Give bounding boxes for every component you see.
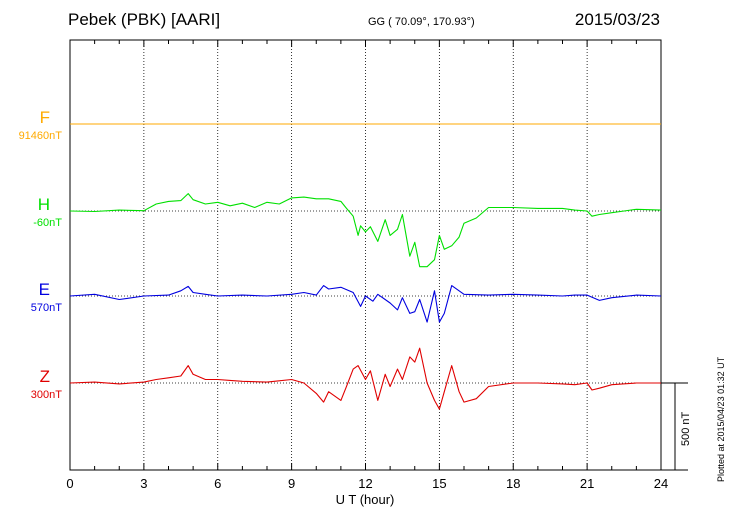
grid-layer bbox=[143, 40, 588, 470]
series-label-h: H bbox=[37, 195, 50, 214]
x-tick-label: 3 bbox=[140, 476, 148, 491]
x-tick-label: 21 bbox=[579, 476, 595, 491]
chart-date: 2015/03/23 bbox=[574, 10, 660, 29]
x-tick-label: 12 bbox=[358, 476, 373, 491]
plot-frame bbox=[69, 39, 662, 471]
series-baseline-value-z: 300nT bbox=[30, 389, 62, 401]
series-label-z: Z bbox=[39, 367, 50, 386]
series-baseline-value-e: 570nT bbox=[30, 302, 62, 314]
scale-bar-label: 500 nT bbox=[680, 411, 692, 446]
series-line-z bbox=[69, 347, 661, 410]
plotted-at-note: Plotted at 2015/04/23 01:32 UT bbox=[716, 356, 726, 482]
x-tick-label: 0 bbox=[66, 476, 74, 491]
series-baseline-value-h: -60nT bbox=[33, 217, 62, 229]
series-label-f: F bbox=[39, 108, 50, 127]
x-tick-label: 6 bbox=[214, 476, 222, 491]
scale-bar bbox=[661, 382, 688, 471]
tick-layer bbox=[69, 40, 662, 470]
x-tick-label: 18 bbox=[506, 476, 521, 491]
x-tick-label: 9 bbox=[288, 476, 296, 491]
series-label-e: E bbox=[38, 280, 50, 299]
station-title: Pebek (PBK) [AARI] bbox=[68, 10, 221, 29]
series-layer bbox=[69, 123, 662, 410]
x-tick-label: 15 bbox=[432, 476, 447, 491]
series-baseline-value-f: 91460nT bbox=[18, 130, 62, 142]
series-line-h bbox=[69, 193, 662, 268]
station-coordinates: GG ( 70.09°, 170.93°) bbox=[368, 16, 475, 28]
x-axis-label: U T (hour) bbox=[335, 492, 395, 507]
series-line-e bbox=[69, 285, 662, 323]
x-tick-label: 24 bbox=[653, 476, 669, 491]
